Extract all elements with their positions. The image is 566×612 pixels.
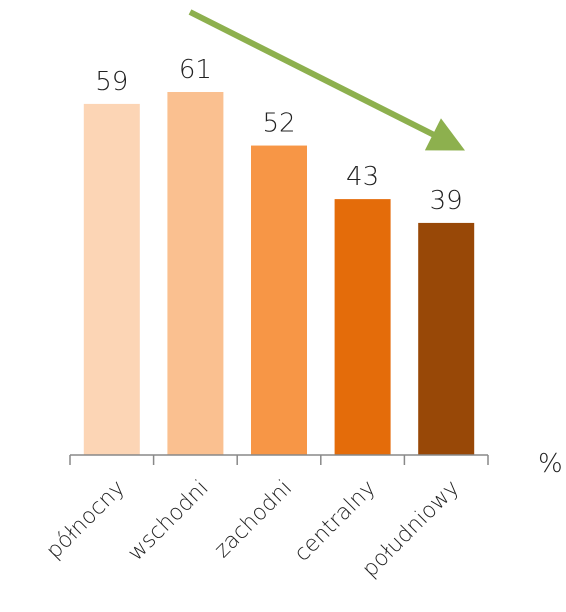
value-label: 43 — [346, 162, 379, 192]
unit-label: % — [538, 449, 563, 479]
trend-arrow — [188, 9, 466, 151]
bars-group — [83, 92, 475, 455]
bar-wschodni — [167, 92, 224, 455]
value-label: 61 — [179, 55, 212, 85]
category-label: zachodni — [210, 476, 297, 563]
bar-zachodni — [251, 145, 307, 455]
value-label: 59 — [95, 67, 128, 97]
bar-centralny — [334, 199, 391, 455]
value-label: 52 — [262, 109, 295, 139]
bar-północny — [83, 103, 140, 455]
bar-południowy — [418, 222, 475, 455]
category-label: centralny — [290, 476, 381, 567]
category-labels-group: północnywschodnizachodnicentralnypołudni… — [42, 476, 465, 583]
category-label: północny — [42, 476, 130, 564]
value-labels-group: 59 61 52 43 39 — [95, 55, 462, 216]
category-label: wschodni — [123, 476, 213, 566]
x-axis-ticks — [69, 455, 489, 465]
value-label: 39 — [430, 186, 463, 216]
